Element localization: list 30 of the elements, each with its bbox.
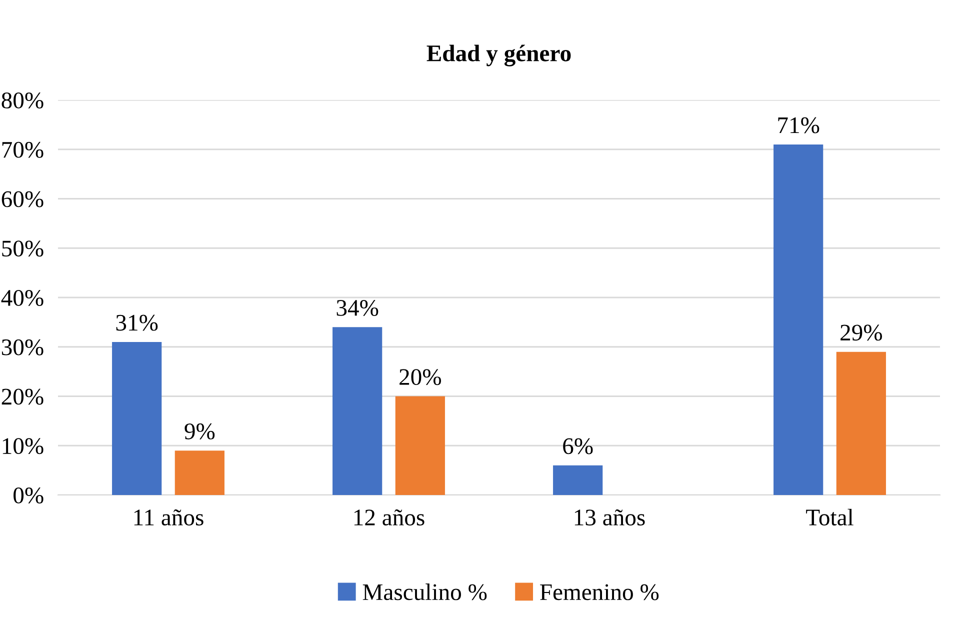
y-tick-label: 30% bbox=[2, 339, 44, 356]
y-tick-label: 40% bbox=[1, 290, 44, 306]
x-tick-label: 13 años bbox=[574, 509, 645, 526]
y-tick-label: 50% bbox=[2, 240, 44, 257]
data-label: 9% bbox=[184, 423, 215, 440]
bar bbox=[332, 327, 382, 495]
bar bbox=[836, 352, 886, 495]
x-tick-label: Total bbox=[806, 508, 854, 526]
y-tick-label: 60% bbox=[2, 191, 44, 208]
data-label: 34% bbox=[336, 300, 378, 316]
y-tick-label: 20% bbox=[2, 388, 44, 405]
x-tick-label: 11 años bbox=[134, 509, 204, 526]
data-label: 29% bbox=[840, 324, 882, 341]
bar bbox=[774, 144, 824, 495]
legend-label: Masculino % bbox=[362, 584, 487, 600]
x-tick-label: 12 años bbox=[354, 509, 424, 526]
bar bbox=[112, 342, 162, 495]
y-tick-label: 0% bbox=[14, 487, 44, 504]
y-tick-label: 70% bbox=[2, 142, 44, 158]
data-label: 31% bbox=[116, 314, 158, 331]
data-label: 20% bbox=[400, 369, 442, 386]
legend-label: Femenino % bbox=[540, 584, 659, 600]
bar bbox=[553, 465, 603, 495]
y-tick-label: 10% bbox=[2, 438, 44, 454]
chart-title: Edad y género bbox=[426, 44, 571, 66]
bar bbox=[395, 396, 445, 495]
bar bbox=[174, 450, 224, 495]
data-label: 71% bbox=[778, 117, 820, 134]
y-tick-label: 80% bbox=[2, 92, 44, 108]
data-label: 6% bbox=[563, 438, 593, 454]
